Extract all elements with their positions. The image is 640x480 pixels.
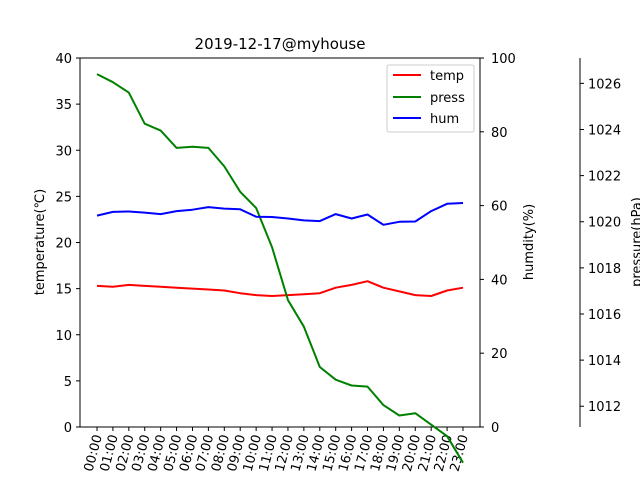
- temperature-axis: 0 5 10 15 20 25 30 35 40: [55, 52, 80, 436]
- temperature-tick-label: 0: [64, 421, 72, 436]
- pressure-tick-label: 1020: [588, 216, 621, 231]
- humidity-tick-label: 80: [491, 126, 508, 141]
- humidity-axis-label: humdity(%): [522, 204, 537, 280]
- series-lines: [96, 73, 464, 464]
- temperature-tick-label: 10: [55, 329, 72, 344]
- legend-label-hum: hum: [430, 112, 459, 127]
- temperature-tick-label: 25: [55, 190, 72, 205]
- humidity-axis: 0 20 40 60 80 100: [480, 52, 516, 436]
- time-axis: 00:0001:0002:0003:0004:0005:0006:0007:00…: [82, 427, 472, 473]
- temperature-tick-label: 15: [55, 283, 72, 298]
- humidity-tick-label: 40: [491, 273, 508, 288]
- series-line-hum: [96, 202, 464, 226]
- pressure-tick-label: 1014: [588, 354, 621, 369]
- series-line-press: [96, 73, 464, 464]
- temperature-tick-label: 40: [55, 52, 72, 67]
- humidity-tick-label: 0: [491, 421, 499, 436]
- pressure-tick-label: 1022: [588, 170, 621, 185]
- pressure-axis-label: pressure(hPa): [630, 197, 640, 287]
- legend-label-temp: temp: [430, 69, 464, 84]
- temperature-tick-label: 20: [55, 237, 72, 252]
- pressure-tick-label: 1024: [588, 123, 621, 138]
- humidity-tick-label: 20: [491, 347, 508, 362]
- series-line-temp: [96, 280, 464, 297]
- temperature-axis-label: temperature(℃): [33, 189, 48, 295]
- temperature-tick-label: 30: [55, 144, 72, 159]
- pressure-tick-label: 1018: [588, 262, 621, 277]
- temperature-tick-label: 35: [55, 98, 72, 113]
- humidity-tick-label: 100: [491, 52, 516, 67]
- pressure-tick-label: 1026: [588, 77, 621, 92]
- pressure-axis: 1012 1014 1016 1018 1020 1022 1024 1026: [580, 77, 621, 415]
- chart-title: 2019-12-17@myhouse: [195, 35, 366, 53]
- legend-label-press: press: [430, 91, 465, 106]
- temperature-tick-label: 5: [64, 375, 72, 390]
- legend: temp press hum: [386, 64, 475, 133]
- pressure-tick-label: 1012: [588, 400, 621, 415]
- humidity-tick-label: 60: [491, 200, 508, 215]
- pressure-tick-label: 1016: [588, 308, 621, 323]
